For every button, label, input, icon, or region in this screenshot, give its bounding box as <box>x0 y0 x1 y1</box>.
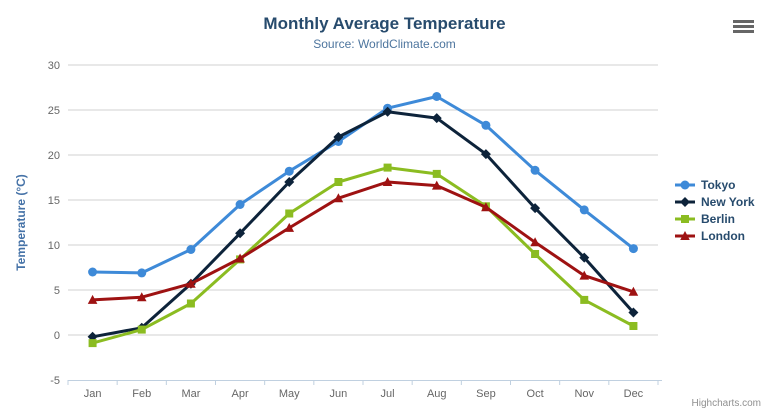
data-point-marker[interactable] <box>432 92 442 101</box>
data-point-marker[interactable] <box>530 203 541 214</box>
x-tick-label: Aug <box>427 388 447 400</box>
data-point-marker[interactable] <box>235 200 245 209</box>
y-tick-label: 20 <box>48 150 60 162</box>
legend-symbol-circle <box>675 180 695 189</box>
data-point-marker[interactable] <box>579 205 589 215</box>
series-line <box>92 166 635 345</box>
data-point-marker[interactable] <box>680 196 690 207</box>
y-tick-label: 0 <box>54 330 60 342</box>
data-point-marker[interactable] <box>579 252 590 263</box>
data-point-marker[interactable] <box>284 177 295 187</box>
x-tick-label: Oct <box>527 388 544 400</box>
legend-symbol-square <box>675 214 695 223</box>
chart-subtitle: Source: WorldClimate.com <box>313 37 456 51</box>
data-point-marker[interactable] <box>186 278 196 288</box>
chart-title: Monthly Average Temperature <box>263 14 506 33</box>
x-tick-label: Feb <box>132 388 151 400</box>
x-tick-label: Sep <box>476 388 496 400</box>
y-tick-label: 10 <box>48 240 60 252</box>
legend-item-new-york[interactable]: New York <box>674 193 755 210</box>
legend: Tokyo New York Berlin London <box>674 176 755 244</box>
y-tick-label: 15 <box>48 195 60 207</box>
data-point-marker[interactable] <box>680 230 690 240</box>
data-point-marker[interactable] <box>333 193 344 203</box>
data-point-marker[interactable] <box>431 113 442 124</box>
x-tick-label: Jun <box>330 388 348 400</box>
x-tick-label: Mar <box>181 388 200 400</box>
data-point-marker[interactable] <box>480 149 491 160</box>
data-point-marker[interactable] <box>137 325 146 334</box>
data-point-marker[interactable] <box>628 286 639 296</box>
data-point-marker[interactable] <box>284 222 295 232</box>
series-london[interactable] <box>87 177 639 304</box>
data-point-marker[interactable] <box>431 180 442 190</box>
legend-label: New York <box>701 194 755 209</box>
data-point-marker[interactable] <box>137 268 147 278</box>
x-tick-label: May <box>279 388 300 400</box>
data-point-marker[interactable] <box>235 228 246 239</box>
series-tokyo[interactable] <box>88 92 638 278</box>
data-point-marker[interactable] <box>629 322 638 330</box>
data-point-marker[interactable] <box>88 339 97 348</box>
series-line <box>92 180 634 302</box>
y-tick-label: -5 <box>50 375 60 387</box>
data-point-marker[interactable] <box>235 253 245 263</box>
data-point-marker[interactable] <box>186 245 196 254</box>
data-point-marker[interactable] <box>580 295 589 304</box>
y-tick-label: 30 <box>48 60 60 72</box>
legend-item-berlin[interactable]: Berlin <box>674 210 755 227</box>
x-tick-label: Nov <box>574 388 594 400</box>
legend-item-tokyo[interactable]: Tokyo <box>674 176 755 193</box>
data-point-marker[interactable] <box>530 237 540 247</box>
data-point-marker[interactable] <box>88 267 98 277</box>
data-point-marker[interactable] <box>333 132 344 142</box>
data-point-marker[interactable] <box>382 177 393 186</box>
data-point-marker[interactable] <box>383 163 392 172</box>
x-tick-label: Jan <box>84 388 102 400</box>
y-tick-label: 25 <box>48 105 60 117</box>
x-tick-label: Apr <box>232 388 249 400</box>
data-point-marker[interactable] <box>481 120 491 130</box>
legend-item-london[interactable]: London <box>674 227 755 244</box>
data-point-marker[interactable] <box>530 165 540 175</box>
data-point-marker[interactable] <box>681 214 689 223</box>
legend-symbol-triangle <box>675 230 695 240</box>
legend-label: Tokyo <box>701 177 736 192</box>
data-point-marker[interactable] <box>334 178 343 186</box>
data-point-marker[interactable] <box>481 202 491 212</box>
hamburger-bar <box>733 20 754 23</box>
series-new-york[interactable] <box>87 106 639 342</box>
data-point-marker[interactable] <box>531 250 540 258</box>
x-tick-label: Jul <box>381 388 395 400</box>
legend-label: Berlin <box>701 211 736 226</box>
y-axis-title: Temperature (°C) <box>14 174 28 271</box>
data-point-marker[interactable] <box>87 294 98 304</box>
data-point-marker[interactable] <box>680 180 690 189</box>
hamburger-icon[interactable] <box>733 20 755 37</box>
data-point-marker[interactable] <box>432 169 441 178</box>
data-point-marker[interactable] <box>285 209 294 218</box>
legend-label: London <box>701 228 745 243</box>
data-point-marker[interactable] <box>136 292 147 302</box>
data-point-marker[interactable] <box>382 106 393 117</box>
series-line <box>92 110 635 339</box>
data-point-marker[interactable] <box>579 270 590 280</box>
data-point-marker[interactable] <box>628 244 638 254</box>
data-point-marker[interactable] <box>186 299 195 308</box>
x-tick-label: Dec <box>624 388 644 400</box>
data-point-marker[interactable] <box>628 307 639 318</box>
hamburger-bar <box>733 25 754 28</box>
credits-link[interactable]: Highcharts.com <box>691 398 761 409</box>
legend-symbol-diamond <box>675 196 695 207</box>
data-point-marker[interactable] <box>284 166 294 176</box>
hamburger-bar <box>733 30 754 33</box>
y-tick-label: 5 <box>54 285 60 297</box>
